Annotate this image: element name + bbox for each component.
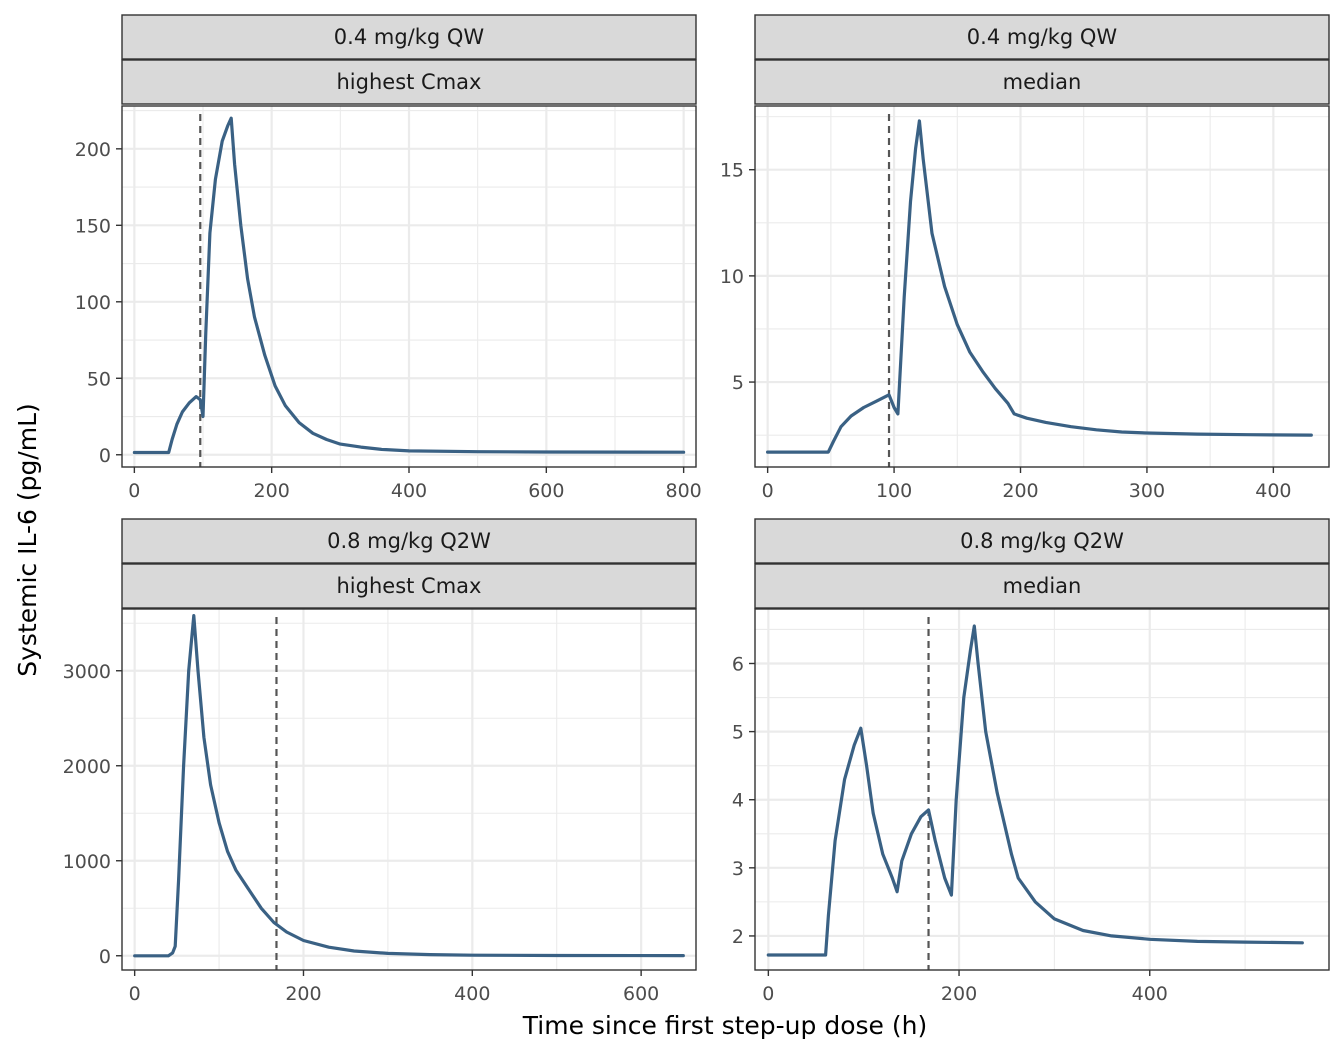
y-tick-label: 2000 [63, 756, 111, 778]
y-tick-label: 6 [732, 653, 744, 675]
panel-4: 0.8 mg/kg Q2W median 0 200 400 2 3 4 5 6 [732, 518, 1330, 1005]
y-tick-label: 50 [87, 368, 111, 390]
y-tick-label: 15 [720, 160, 744, 182]
x-tick-label: 0 [762, 983, 774, 1005]
y-tick-label: 4 [732, 790, 744, 812]
strip-top-label: 0.4 mg/kg QW [334, 25, 485, 49]
y-tick-label: 1000 [63, 851, 111, 873]
y-tick-label: 5 [732, 722, 744, 744]
x-tick-label: 0 [128, 480, 140, 502]
strip-bottom-label: median [1003, 70, 1082, 94]
y-tick-label: 3000 [63, 661, 111, 683]
x-tick-label: 300 [1129, 480, 1165, 502]
strip-bottom-box [754, 563, 1330, 609]
panel-3: 0.8 mg/kg Q2W highest Cmax 0 200 400 600 0 1000… [63, 518, 697, 1005]
y-tick-label: 2 [732, 926, 744, 948]
x-tick-label: 400 [1255, 480, 1291, 502]
strip-bottom-box [754, 59, 1330, 105]
x-tick-label: 400 [391, 480, 427, 502]
x-tick-label: 600 [623, 983, 659, 1005]
y-tick-label: 0 [99, 946, 111, 968]
strip-top-box [121, 14, 697, 60]
panel-background [122, 609, 696, 970]
x-tick-label: 200 [285, 983, 321, 1005]
strip-top-label: 0.8 mg/kg Q2W [327, 529, 491, 553]
y-axis-title: Systemic IL-6 (pg/mL) [13, 403, 42, 677]
y-tick-label: 3 [732, 858, 744, 880]
il6-series-line [132, 116, 686, 455]
y-tick-label: 100 [75, 292, 111, 314]
x-tick-label: 200 [941, 983, 977, 1005]
panel-border [121, 608, 697, 971]
y-tick-label: 150 [75, 215, 111, 237]
strip-top-label: 0.8 mg/kg Q2W [960, 529, 1124, 553]
x-tick-label: 200 [1002, 480, 1038, 502]
y-tick-label: 0 [99, 445, 111, 467]
panel-background [755, 106, 1329, 467]
strip-bottom-box [121, 59, 697, 105]
x-tick-label: 600 [528, 480, 564, 502]
panel-border [754, 105, 1330, 468]
strip-bottom-label: highest Cmax [337, 574, 482, 598]
panel-border [754, 608, 1330, 971]
x-axis-title: Time since first step-up dose (h) [522, 1011, 927, 1040]
y-tick-label: 200 [75, 139, 111, 161]
strip-top-label: 0.4 mg/kg QW [967, 25, 1118, 49]
panel-2: 0.4 mg/kg QW median 0 100 200 300 400 5 10 15 [720, 14, 1330, 502]
strip-bottom-label: highest Cmax [337, 70, 482, 94]
panel-1: 0.4 mg/kg QW highest Cmax 0 200 400 600 800 0 50… [75, 14, 702, 502]
il6-series-line [133, 614, 685, 958]
strip-bottom-box [121, 563, 697, 609]
x-tick-label: 100 [876, 480, 912, 502]
y-tick-label: 5 [732, 372, 744, 394]
x-tick-label: 0 [129, 983, 141, 1005]
strip-top-box [754, 14, 1330, 60]
x-tick-label: 400 [454, 983, 490, 1005]
il6-series-line [766, 624, 1304, 957]
strip-bottom-label: median [1003, 574, 1082, 598]
strip-top-box [121, 518, 697, 564]
x-tick-label: 800 [666, 480, 702, 502]
il6-series-line [766, 119, 1313, 454]
x-tick-label: 200 [254, 480, 290, 502]
strip-top-box [754, 518, 1330, 564]
x-tick-label: 0 [762, 480, 774, 502]
y-tick-label: 10 [720, 266, 744, 288]
x-tick-label: 400 [1132, 983, 1168, 1005]
